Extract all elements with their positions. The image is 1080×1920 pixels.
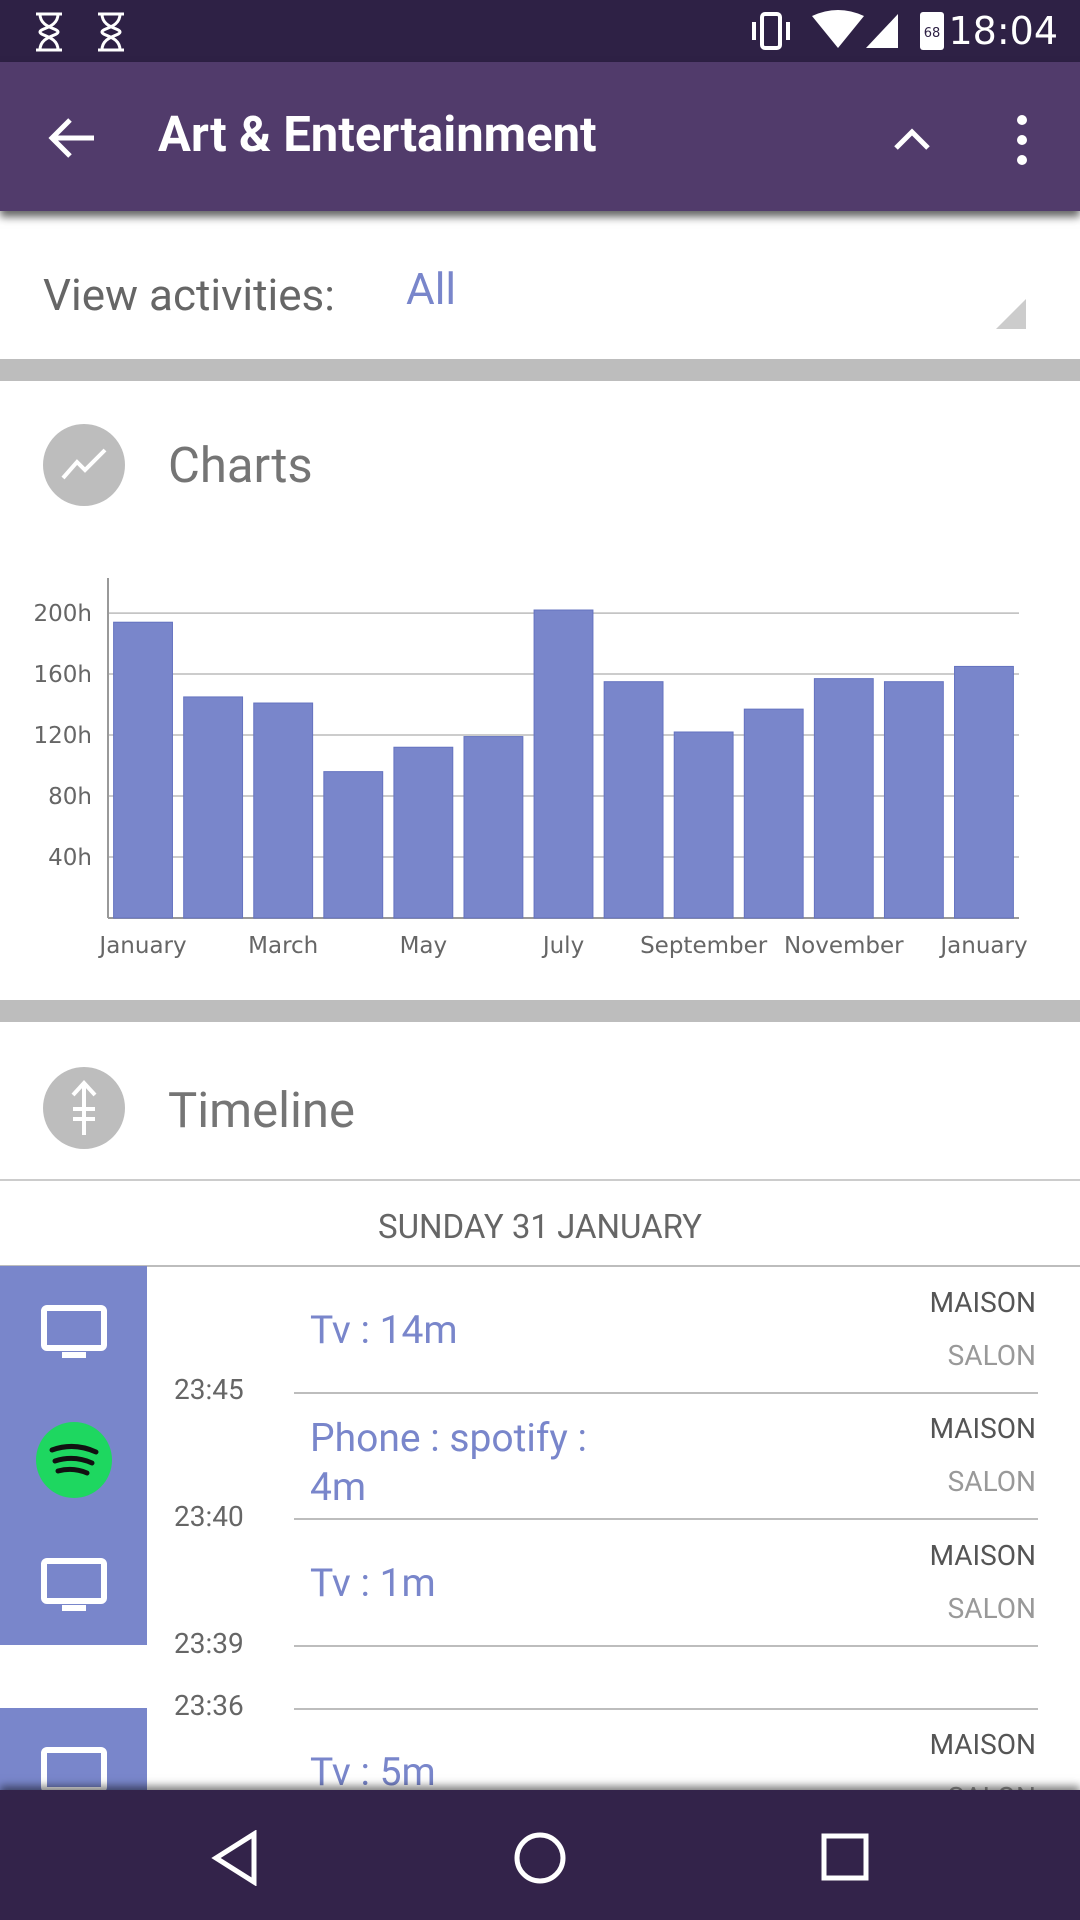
entry-room: SALON	[947, 1339, 1036, 1372]
entry-location: MAISON	[929, 1286, 1036, 1319]
charts-icon	[43, 424, 125, 506]
nav-home[interactable]	[512, 1830, 568, 1886]
divider	[294, 1518, 1038, 1520]
hourglass-icons	[36, 12, 124, 52]
spotify-icon	[36, 1422, 112, 1498]
status-icons: 68 18:04	[36, 9, 1058, 53]
entry-location: MAISON	[929, 1539, 1036, 1572]
bar	[183, 696, 244, 919]
charts-card: Charts 40h 80h 120h 160h 200h January March May…	[0, 381, 1080, 1000]
bar	[253, 702, 314, 919]
filter-card: View activities: All	[0, 211, 1080, 359]
y-tick-label: 120h	[34, 723, 92, 749]
filter-label: View activities:	[43, 269, 335, 321]
timeline-icon	[43, 1067, 125, 1149]
bar	[743, 708, 804, 919]
date-header: SUNDAY 31 JANUARY	[377, 1208, 703, 1247]
app-title: Art & Entertainment	[158, 106, 597, 163]
battery-level: 68	[924, 26, 941, 41]
back-button[interactable]	[44, 110, 100, 166]
entry-title[interactable]: Tv : 1m	[310, 1560, 436, 1606]
x-tick-label: January	[97, 933, 186, 959]
dropdown-arrow[interactable]	[992, 295, 1028, 331]
x-tick-label: May	[400, 933, 448, 959]
nav-recents[interactable]	[820, 1832, 870, 1882]
x-tick-label: January	[938, 933, 1027, 959]
system-icons	[752, 10, 944, 50]
x-tick-label: November	[784, 933, 904, 959]
x-tick-label: September	[640, 933, 768, 959]
app-bar: Art & Entertainment	[0, 62, 1080, 211]
entry-time: 23:40	[174, 1500, 244, 1533]
tv-icon	[41, 1747, 107, 1790]
filter-dropdown[interactable]: All	[406, 263, 457, 315]
y-tick-label: 80h	[48, 784, 92, 810]
bar	[813, 678, 874, 919]
section-title: Charts	[168, 437, 313, 494]
timeline-card: Timeline SUNDAY 31 JANUARY Tv : 14m MAISO…	[0, 1022, 1080, 1790]
entry-time: 23:36	[174, 1689, 244, 1722]
x-tick-label: July	[541, 933, 584, 959]
entry-room: SALON	[948, 1781, 1036, 1790]
entry-title[interactable]: Tv : 5m	[310, 1749, 436, 1790]
bar	[323, 771, 384, 919]
bar-chart: 40h 80h 120h 160h 200h January March May July Sep…	[34, 578, 1028, 959]
divider	[294, 1392, 1038, 1394]
y-tick-label: 40h	[48, 845, 92, 871]
entry-time: 23:39	[174, 1627, 244, 1660]
bar	[883, 681, 944, 919]
tv-icon	[41, 1305, 107, 1358]
bar	[113, 621, 173, 919]
divider	[0, 1265, 1080, 1267]
navigation-bar	[0, 1790, 1080, 1920]
status-bar: 68 18:04	[0, 0, 1080, 62]
entry-title[interactable]: Phone : spotify : 4m	[310, 1415, 587, 1510]
divider	[294, 1645, 1038, 1647]
bar	[533, 609, 594, 919]
entry-room: SALON	[947, 1592, 1036, 1625]
bar	[393, 746, 454, 919]
divider	[294, 1708, 1038, 1710]
nav-back[interactable]	[210, 1830, 260, 1886]
y-tick-label: 160h	[34, 662, 92, 688]
entry-location: MAISON	[929, 1412, 1036, 1445]
divider	[0, 1179, 1080, 1181]
entry-title[interactable]: Tv : 14m	[310, 1307, 458, 1353]
x-tick-label: March	[248, 933, 318, 959]
clock: 18:04	[948, 9, 1058, 53]
bar	[954, 665, 1014, 919]
section-title: Timeline	[168, 1082, 355, 1139]
y-tick-label: 200h	[34, 601, 92, 627]
menu-button[interactable]	[1008, 112, 1036, 168]
entry-location: MAISON	[929, 1728, 1036, 1761]
bar	[673, 731, 734, 919]
entry-time: 23:45	[174, 1373, 244, 1406]
bar	[463, 736, 524, 919]
tv-icon	[41, 1558, 107, 1611]
entry-room: SALON	[947, 1465, 1036, 1498]
bar	[603, 681, 664, 919]
collapse-button[interactable]	[890, 120, 934, 160]
